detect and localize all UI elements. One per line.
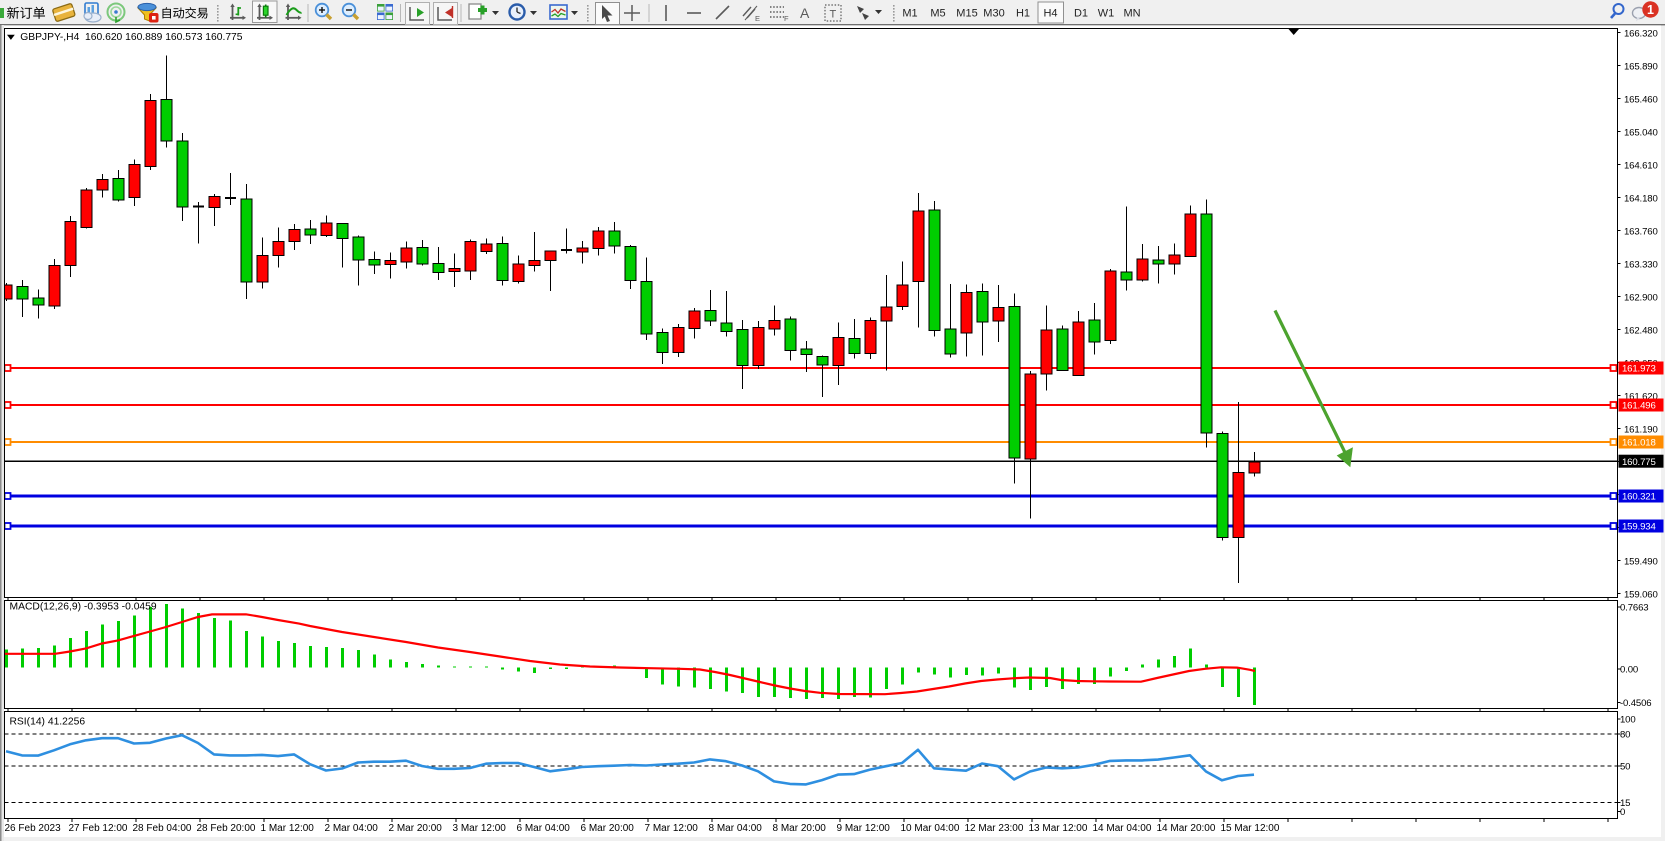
svg-text:8 Mar 04:00: 8 Mar 04:00 (709, 823, 763, 834)
svg-text:166.320: 166.320 (1624, 28, 1658, 39)
svg-text:162.480: 162.480 (1624, 325, 1658, 336)
svg-text:W1: W1 (1098, 8, 1115, 20)
svg-text:1 Mar 12:00: 1 Mar 12:00 (261, 823, 315, 834)
svg-text:161.620: 161.620 (1624, 391, 1658, 402)
svg-text:2 Mar 04:00: 2 Mar 04:00 (325, 823, 379, 834)
svg-text:163.760: 163.760 (1624, 226, 1658, 237)
svg-text:RSI(14) 41.2256: RSI(14) 41.2256 (10, 717, 86, 728)
svg-text:0.7663: 0.7663 (1620, 603, 1648, 614)
svg-text:28 Feb 04:00: 28 Feb 04:00 (133, 823, 192, 834)
svg-text:161.190: 161.190 (1624, 424, 1658, 435)
svg-text:F: F (784, 14, 789, 23)
svg-text:162.900: 162.900 (1624, 292, 1658, 303)
svg-text:14 Mar 20:00: 14 Mar 20:00 (1157, 823, 1216, 834)
svg-text:T: T (830, 9, 837, 21)
svg-text:159.490: 159.490 (1624, 556, 1658, 567)
svg-text:6 Mar 04:00: 6 Mar 04:00 (517, 823, 571, 834)
svg-text:161.018: 161.018 (1622, 438, 1656, 449)
svg-text:26 Feb 2023: 26 Feb 2023 (5, 823, 62, 834)
svg-text:H1: H1 (1016, 8, 1030, 20)
svg-text:13 Mar 12:00: 13 Mar 12:00 (1029, 823, 1088, 834)
svg-text:7 Mar 12:00: 7 Mar 12:00 (645, 823, 699, 834)
svg-text:15 Mar 12:00: 15 Mar 12:00 (1221, 823, 1280, 834)
svg-text:MN: MN (1123, 8, 1140, 20)
svg-text:163.330: 163.330 (1624, 259, 1658, 270)
svg-text:80: 80 (1620, 730, 1630, 741)
svg-text:159.060: 159.060 (1624, 589, 1658, 600)
svg-text:27 Feb 12:00: 27 Feb 12:00 (69, 823, 128, 834)
svg-text:161.973: 161.973 (1622, 364, 1656, 375)
svg-text:8 Mar 20:00: 8 Mar 20:00 (773, 823, 827, 834)
svg-text:160.775: 160.775 (1622, 457, 1656, 468)
svg-text:165.460: 165.460 (1624, 94, 1658, 105)
svg-text:160.321: 160.321 (1622, 492, 1656, 503)
svg-text:M1: M1 (902, 8, 917, 20)
svg-text:H4: H4 (1043, 8, 1057, 20)
svg-text:164.180: 164.180 (1624, 193, 1658, 204)
svg-text:-0.4506: -0.4506 (1620, 698, 1652, 709)
svg-text:2 Mar 20:00: 2 Mar 20:00 (389, 823, 443, 834)
svg-text:3 Mar 12:00: 3 Mar 12:00 (453, 823, 507, 834)
svg-text:14 Mar 04:00: 14 Mar 04:00 (1093, 823, 1152, 834)
svg-text:M15: M15 (956, 8, 977, 20)
svg-text:MACD(12,26,9) -0.3953 -0.0459: MACD(12,26,9) -0.3953 -0.0459 (10, 602, 157, 613)
svg-text:A: A (800, 5, 810, 21)
svg-text:GBPJPY-,H4 160.620 160.889 16: GBPJPY-,H4 160.620 160.889 160.573 160.7… (20, 32, 243, 43)
svg-text:M5: M5 (930, 8, 945, 20)
svg-text:D1: D1 (1074, 8, 1088, 20)
svg-text:159.934: 159.934 (1622, 522, 1656, 533)
svg-text:165.040: 165.040 (1624, 127, 1658, 138)
svg-text:0.00: 0.00 (1620, 665, 1638, 676)
svg-text:M30: M30 (983, 8, 1004, 20)
svg-text:164.610: 164.610 (1624, 160, 1658, 171)
svg-text:12 Mar 23:00: 12 Mar 23:00 (965, 823, 1024, 834)
svg-text:6 Mar 20:00: 6 Mar 20:00 (581, 823, 635, 834)
svg-text:161.496: 161.496 (1622, 401, 1656, 412)
svg-text:100: 100 (1620, 715, 1636, 726)
svg-text:50: 50 (1620, 762, 1630, 773)
svg-text:165.890: 165.890 (1624, 61, 1658, 72)
svg-text:1: 1 (1647, 3, 1654, 17)
svg-text:28 Feb 20:00: 28 Feb 20:00 (197, 823, 256, 834)
svg-text:10 Mar 04:00: 10 Mar 04:00 (901, 823, 960, 834)
svg-text:9 Mar 12:00: 9 Mar 12:00 (837, 823, 891, 834)
svg-text:0: 0 (1620, 807, 1625, 818)
svg-text:15: 15 (1620, 798, 1630, 809)
svg-text:E: E (755, 14, 760, 23)
